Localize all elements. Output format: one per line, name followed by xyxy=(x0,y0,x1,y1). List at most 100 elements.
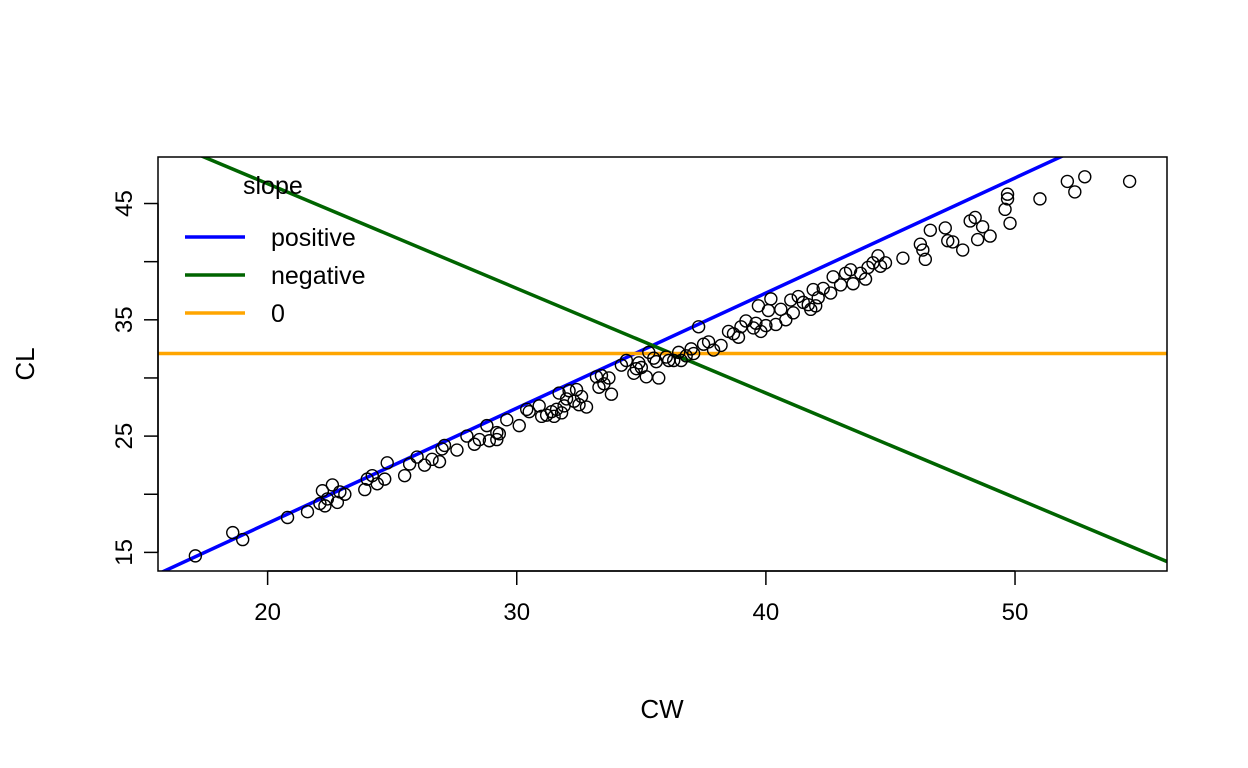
data-point xyxy=(320,492,335,506)
data-point xyxy=(1122,174,1137,189)
data-point xyxy=(358,482,372,497)
data-point xyxy=(761,303,776,318)
legend-title: slope xyxy=(243,172,303,200)
data-point xyxy=(480,418,494,433)
data-point xyxy=(614,358,629,372)
data-point xyxy=(938,221,952,235)
data-point xyxy=(520,402,534,417)
data-point xyxy=(916,243,930,257)
data-point xyxy=(619,353,634,368)
data-point xyxy=(970,232,985,247)
data-point xyxy=(786,306,800,320)
data-point xyxy=(437,438,452,453)
data-point xyxy=(425,452,439,467)
data-point xyxy=(652,371,666,385)
data-point xyxy=(1003,216,1017,230)
line-positive xyxy=(160,157,1065,571)
data-point xyxy=(1060,174,1075,189)
data-point xyxy=(402,457,417,471)
data-point xyxy=(300,504,315,519)
data-point xyxy=(913,237,928,251)
data-point xyxy=(467,437,482,451)
data-point xyxy=(674,353,688,368)
data-point xyxy=(1000,192,1015,206)
data-point xyxy=(629,361,644,376)
data-point xyxy=(318,499,332,513)
data-point xyxy=(482,434,497,448)
data-point xyxy=(397,468,412,483)
x-tick-label: 40 xyxy=(753,599,780,626)
data-point xyxy=(896,251,910,265)
data-point xyxy=(779,313,793,327)
data-point xyxy=(512,418,526,433)
legend: slope positive negative 0 xyxy=(185,172,366,328)
data-point xyxy=(472,432,487,447)
data-point xyxy=(547,409,561,424)
data-point xyxy=(946,235,960,249)
data-point xyxy=(809,299,823,313)
data-point xyxy=(956,243,970,257)
data-point xyxy=(330,495,345,510)
data-point xyxy=(826,270,840,284)
data-point xyxy=(731,330,746,344)
y-axis: 15 25 35 45 xyxy=(111,190,159,566)
data-point xyxy=(490,432,504,447)
data-point xyxy=(559,392,574,406)
data-point xyxy=(923,223,938,237)
data-point xyxy=(843,263,858,277)
data-point xyxy=(435,442,449,456)
data-point xyxy=(759,318,773,333)
data-point xyxy=(833,278,848,292)
data-point xyxy=(572,398,586,412)
data-point xyxy=(639,370,654,384)
y-tick-label: 25 xyxy=(111,423,138,450)
data-point xyxy=(739,314,753,328)
data-point xyxy=(579,400,594,414)
x-tick-label: 20 xyxy=(254,599,281,626)
fit-lines xyxy=(158,157,1167,571)
data-points xyxy=(188,170,1137,563)
x-axis: 20 30 40 50 xyxy=(254,570,1028,626)
legend-label: positive xyxy=(271,224,356,252)
data-point xyxy=(1078,170,1092,184)
data-point xyxy=(671,345,686,360)
data-point xyxy=(569,382,584,397)
data-point xyxy=(941,234,955,248)
data-point xyxy=(236,532,250,547)
data-point xyxy=(764,292,778,306)
data-point xyxy=(686,346,701,361)
data-point xyxy=(554,406,569,420)
data-point xyxy=(500,413,514,427)
data-point xyxy=(378,472,392,486)
data-point xyxy=(706,343,721,357)
x-tick-label: 30 xyxy=(503,599,530,626)
data-point xyxy=(878,256,893,270)
data-point xyxy=(604,387,619,401)
data-point xyxy=(746,321,761,335)
data-point xyxy=(784,293,798,307)
data-point xyxy=(280,510,295,525)
data-point xyxy=(522,404,536,419)
data-point xyxy=(846,277,860,291)
data-point xyxy=(370,477,384,491)
data-point xyxy=(1068,185,1082,199)
data-point xyxy=(602,371,616,385)
data-point xyxy=(380,456,394,470)
data-point xyxy=(1033,192,1047,206)
data-point xyxy=(975,220,990,234)
data-point xyxy=(816,281,830,296)
data-point xyxy=(679,349,693,363)
data-point xyxy=(450,443,464,457)
legend-label: negative xyxy=(271,262,366,290)
data-point xyxy=(918,252,933,267)
data-point xyxy=(594,368,609,383)
y-tick-label: 45 xyxy=(111,190,138,217)
y-tick-label: 15 xyxy=(111,539,138,566)
data-point xyxy=(410,450,424,464)
data-point xyxy=(226,525,240,540)
data-point xyxy=(659,350,673,364)
x-axis-title: CW xyxy=(640,694,684,724)
data-point xyxy=(714,338,728,353)
data-point xyxy=(532,399,546,413)
